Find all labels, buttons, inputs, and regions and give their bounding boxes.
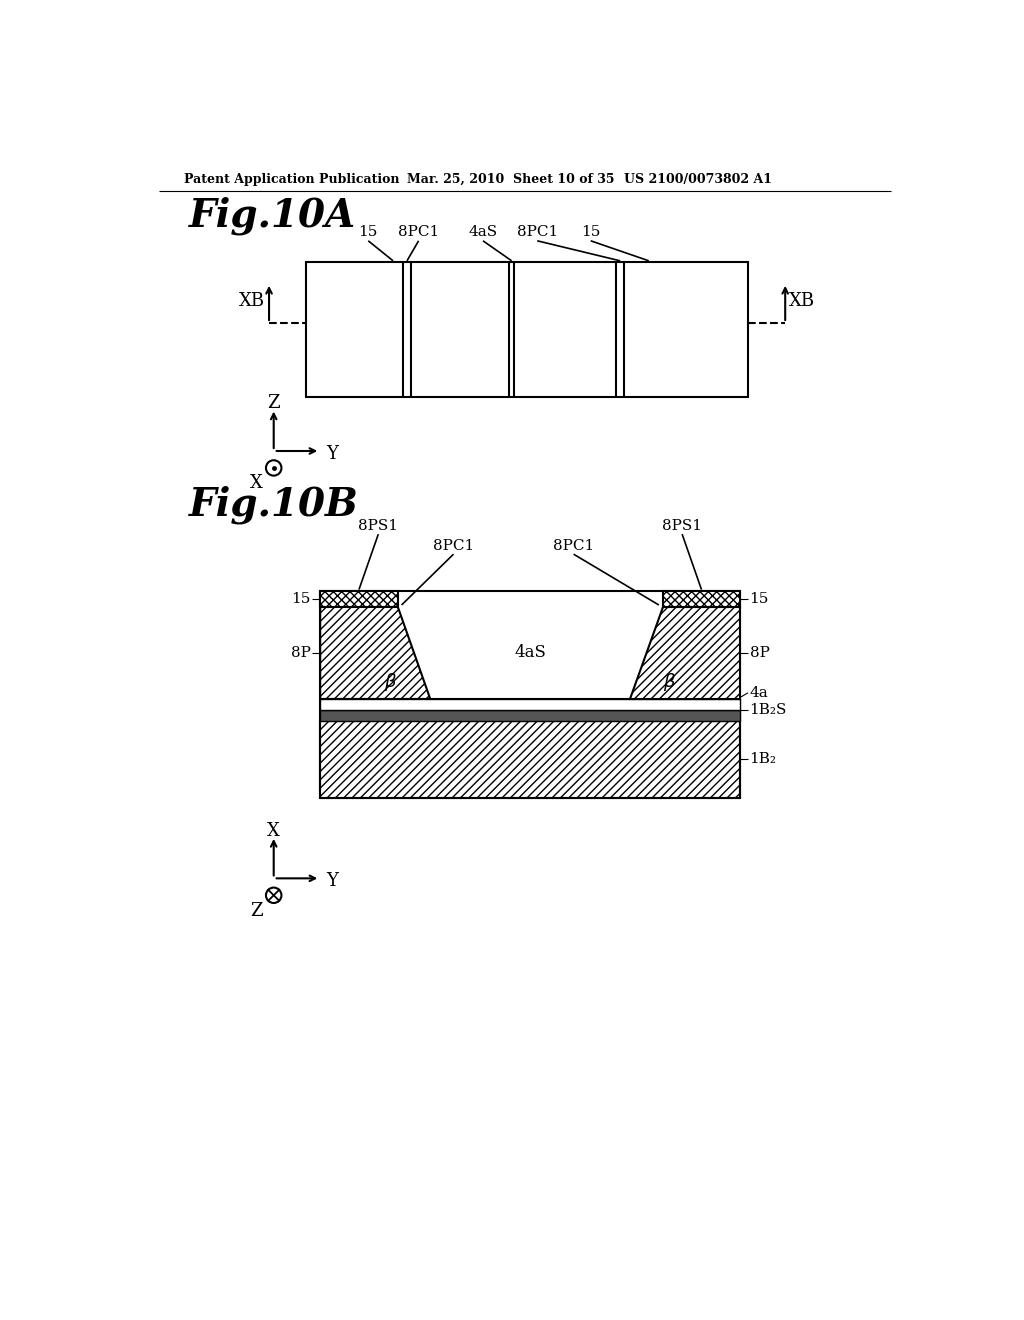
Text: Mar. 25, 2010  Sheet 10 of 35: Mar. 25, 2010 Sheet 10 of 35 (407, 173, 614, 186)
Text: 15: 15 (750, 591, 769, 606)
Text: XB: XB (790, 293, 815, 310)
Text: 8PC1: 8PC1 (553, 539, 594, 553)
Text: 1B₂: 1B₂ (750, 752, 776, 766)
Text: US 2100/0073802 A1: US 2100/0073802 A1 (624, 173, 772, 186)
Bar (663, 591, 740, 607)
Text: 8PC1: 8PC1 (516, 226, 558, 239)
Text: 15: 15 (581, 226, 600, 239)
Text: 8P: 8P (291, 645, 311, 660)
Text: 4aS: 4aS (468, 226, 498, 239)
Text: Fig.10B: Fig.10B (188, 486, 358, 524)
Text: 4a: 4a (750, 686, 768, 700)
Bar (321, 700, 740, 710)
Text: $\beta$: $\beta$ (664, 671, 676, 693)
Bar (306, 263, 748, 397)
Text: 8PS1: 8PS1 (358, 519, 398, 533)
Text: X: X (250, 474, 263, 492)
Polygon shape (630, 607, 740, 700)
Text: 15: 15 (358, 226, 378, 239)
Text: Z: Z (267, 395, 280, 412)
Text: Y: Y (327, 873, 338, 891)
Text: Z: Z (250, 902, 263, 920)
Text: 8P: 8P (750, 645, 769, 660)
Polygon shape (321, 607, 430, 700)
Text: XB: XB (239, 293, 265, 310)
Bar (321, 591, 397, 607)
Bar (321, 721, 740, 797)
Text: 8PS1: 8PS1 (663, 519, 702, 533)
Text: Y: Y (327, 445, 338, 463)
Bar (321, 710, 740, 721)
Text: 8PC1: 8PC1 (398, 226, 439, 239)
Text: $\beta$: $\beta$ (384, 671, 397, 693)
Text: Patent Application Publication: Patent Application Publication (183, 173, 399, 186)
Text: X: X (267, 821, 281, 840)
Text: 1B₂S: 1B₂S (750, 704, 786, 718)
Text: Fig.10A: Fig.10A (188, 197, 355, 235)
Bar (321, 591, 740, 700)
Text: 8PC1: 8PC1 (433, 539, 474, 553)
Text: 15: 15 (292, 591, 311, 606)
Text: 4aS: 4aS (514, 644, 546, 661)
